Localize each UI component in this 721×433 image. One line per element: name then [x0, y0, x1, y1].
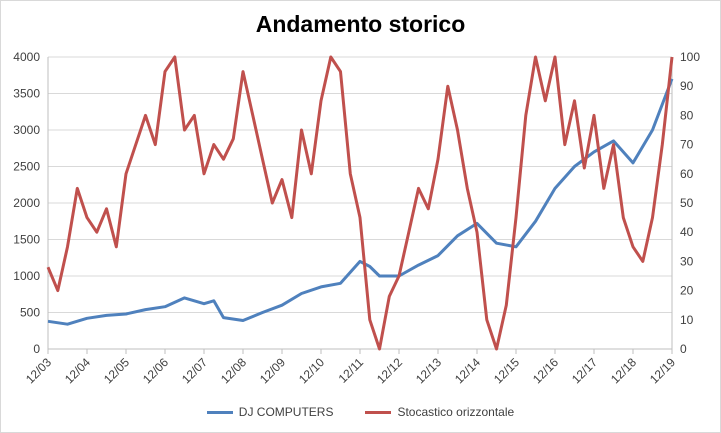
y-right-tick-label: 50: [680, 196, 694, 210]
x-tick-label: 12/10: [296, 355, 327, 386]
legend-item-dj-computers: DJ COMPUTERS: [206, 405, 334, 419]
x-tick-label: 12/15: [491, 355, 522, 386]
x-tick-label: 12/07: [179, 355, 210, 386]
y-left-tick-label: 500: [20, 306, 40, 320]
x-tick-label: 12/12: [374, 355, 405, 386]
x-tick-label: 12/06: [140, 355, 171, 386]
legend-swatch-stocastico: [365, 410, 392, 414]
legend-label-dj-computers: DJ COMPUTERS: [238, 405, 334, 419]
series-line-stocastico: [46, 55, 674, 351]
y-right-tick-label: 30: [680, 254, 694, 268]
legend-swatch-dj-computers: [206, 410, 233, 414]
x-tick-label: 12/18: [608, 355, 639, 386]
y-right-tick-label: 100: [680, 50, 700, 64]
chart-title: Andamento storico: [255, 11, 466, 37]
y-right-tick-label: 10: [680, 313, 694, 327]
y-left-tick-label: 3000: [13, 123, 40, 137]
chart-legend: DJ COMPUTERS Stocastico orizzontale: [1, 405, 720, 419]
y-left-tick-label: 1000: [13, 269, 40, 283]
series-line-dj-computers: [47, 78, 674, 326]
x-tick-label: 12/05: [101, 355, 132, 386]
x-tick-label: 12/17: [569, 355, 600, 386]
y-right-tick-label: 0: [680, 342, 687, 356]
y-left-tick-label: 3500: [13, 87, 40, 101]
x-tick-label: 12/11: [336, 355, 367, 386]
y-right-tick-label: 60: [680, 167, 694, 181]
y-right-tick-label: 90: [680, 79, 694, 93]
y-left-tick-label: 4000: [13, 50, 40, 64]
y-left-tick-label: 2000: [13, 196, 40, 210]
y-left-tick-label: 2500: [13, 160, 40, 174]
y-left-tick-label: 1500: [13, 233, 40, 247]
legend-label-stocastico: Stocastico orizzontale: [397, 405, 515, 419]
y-right-tick-label: 20: [680, 284, 694, 298]
y-right-tick-label: 40: [680, 225, 694, 239]
y-right-tick-label: 70: [680, 138, 694, 152]
y-right-tick-label: 80: [680, 108, 694, 122]
x-tick-label: 12/13: [413, 355, 444, 386]
x-tick-label: 12/04: [62, 355, 93, 386]
x-tick-label: 12/09: [257, 355, 288, 386]
x-tick-label: 12/16: [530, 355, 561, 386]
x-tick-label: 12/03: [23, 355, 54, 386]
x-tick-label: 12/08: [218, 355, 249, 386]
y-left-tick-label: 0: [33, 342, 40, 356]
x-tick-label: 12/14: [452, 355, 483, 386]
legend-item-stocastico: Stocastico orizzontale: [365, 405, 514, 419]
x-tick-label: 12/19: [647, 355, 678, 386]
